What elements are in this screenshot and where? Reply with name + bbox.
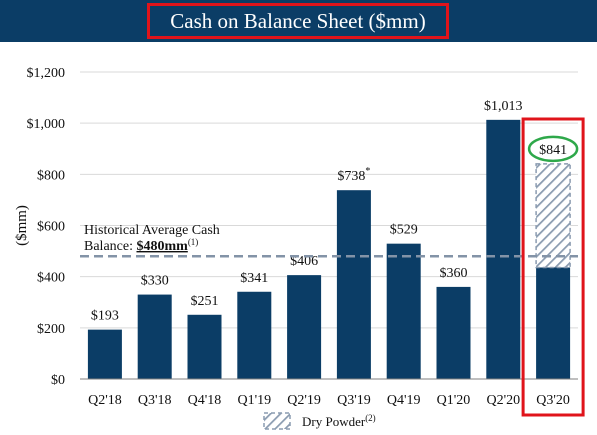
bar: [336, 190, 371, 379]
x-tick-label: Q3'19: [337, 393, 371, 408]
data-label-footnote: *: [365, 166, 370, 177]
title-banner: Cash on Balance Sheet ($mm): [0, 0, 597, 42]
y-tick-label: $0: [51, 373, 65, 388]
data-label: $738*: [337, 166, 370, 184]
data-label: $193: [91, 309, 119, 324]
bar: [287, 275, 322, 379]
data-label: $529: [390, 223, 418, 238]
y-tick-label: $1,000: [27, 117, 66, 132]
legend-footnote: (2): [365, 413, 376, 423]
title-highlight-box: Cash on Balance Sheet ($mm): [147, 3, 449, 39]
chart-title: Cash on Balance Sheet ($mm): [170, 8, 426, 33]
reference-footnote: (1): [188, 237, 199, 247]
data-label: $341: [240, 271, 268, 286]
data-label: $251: [191, 294, 219, 309]
bar: [237, 291, 272, 379]
y-tick-label: $800: [37, 168, 65, 183]
legend-swatch: [263, 412, 291, 430]
x-tick-label: Q4'18: [188, 393, 222, 408]
bar: [87, 329, 122, 379]
bar: [536, 267, 571, 379]
bar: [486, 119, 521, 380]
y-axis-title: ($mm): [14, 205, 30, 246]
data-label: $841: [539, 143, 567, 158]
x-tick-label: Q1'19: [237, 393, 271, 408]
reference-label-line1: Historical Average Cash: [84, 223, 220, 238]
dry-powder-bar: [535, 163, 571, 269]
x-tick-label: Q4'19: [387, 393, 421, 408]
data-label: $330: [141, 274, 169, 289]
y-tick-label: $1,200: [27, 66, 66, 81]
y-tick-label: $400: [37, 271, 65, 286]
x-tick-label: Q3'18: [138, 393, 172, 408]
legend-label: Dry Powder(2): [302, 413, 376, 429]
bar: [137, 294, 172, 379]
x-tick-label: Q3'20: [536, 393, 570, 408]
reference-value: $480mm: [136, 239, 188, 254]
data-label: $360: [440, 266, 468, 281]
x-tick-label: Q2'19: [287, 393, 321, 408]
bar: [436, 286, 471, 379]
x-tick-label: Q2'18: [88, 393, 122, 408]
highlight-box: [521, 117, 585, 417]
highlight-ellipse: [527, 135, 579, 163]
bar: [187, 314, 222, 379]
x-tick-label: Q1'20: [437, 393, 471, 408]
y-tick-label: $200: [37, 322, 65, 337]
y-tick-label: $600: [37, 220, 65, 235]
bar: [386, 243, 421, 379]
x-tick-label: Q2'20: [486, 393, 520, 408]
reference-label-line2: Balance: $480mm(1): [84, 237, 198, 254]
data-label: $1,013: [484, 99, 523, 114]
data-label: $406: [290, 254, 318, 269]
